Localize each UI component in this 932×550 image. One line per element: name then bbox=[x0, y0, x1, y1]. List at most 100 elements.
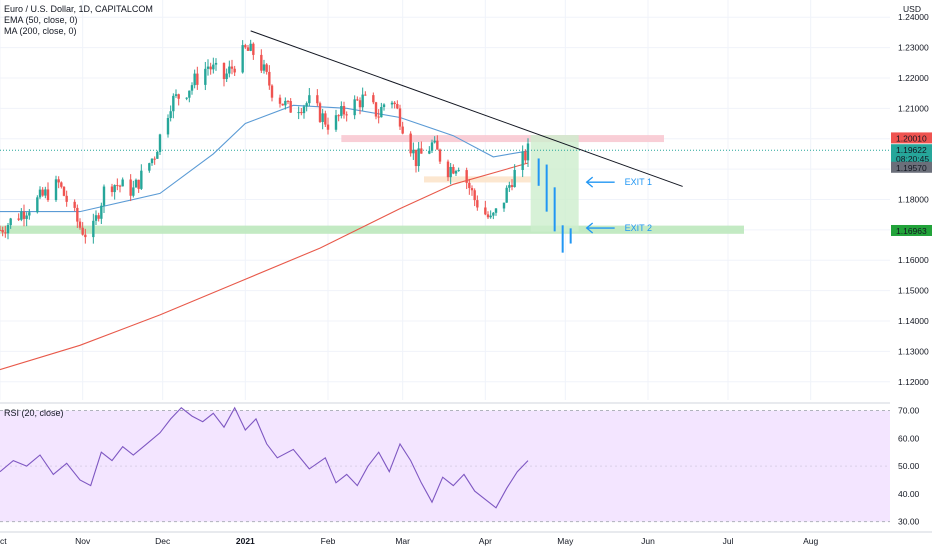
candle-body bbox=[1, 230, 4, 233]
candle-body bbox=[121, 179, 124, 187]
rsi-chart: 70.00 60.00 50.00 40.00 30.00 bbox=[0, 406, 920, 527]
rsi-line bbox=[0, 406, 529, 509]
y-tick: 1.23000 bbox=[898, 43, 929, 53]
x-tick: Mar bbox=[395, 536, 410, 546]
candle-body bbox=[486, 214, 490, 218]
candle-body bbox=[281, 103, 284, 106]
candle-body bbox=[470, 188, 474, 191]
candle-body bbox=[246, 47, 250, 51]
candle-body bbox=[209, 66, 212, 70]
exit-arrowhead bbox=[585, 222, 594, 234]
candle-body bbox=[252, 43, 255, 55]
candle-body bbox=[46, 189, 50, 201]
candle-body bbox=[225, 73, 228, 80]
rsi-pane[interactable]: 70.00 60.00 50.00 40.00 30.00 RSI (20, close… bbox=[0, 402, 920, 527]
candle-body bbox=[417, 148, 420, 167]
zone-entry bbox=[424, 176, 531, 183]
candle-body bbox=[102, 186, 106, 206]
rsi-y-tick: 70.00 bbox=[898, 406, 920, 416]
candle-body bbox=[204, 68, 207, 85]
candle-body bbox=[4, 232, 7, 234]
candle-body bbox=[28, 212, 31, 216]
y-tick: 1.18000 bbox=[898, 194, 929, 204]
exit-label: EXIT 2 bbox=[625, 223, 652, 233]
candle-body bbox=[428, 150, 431, 154]
candle-body bbox=[116, 185, 119, 187]
candle-body bbox=[38, 189, 42, 198]
candle-body bbox=[36, 197, 39, 213]
candle-body bbox=[110, 186, 114, 193]
x-tick: Jul bbox=[723, 536, 734, 546]
candle-body bbox=[233, 68, 236, 73]
exit-arrowhead bbox=[585, 176, 594, 188]
candle-body bbox=[356, 99, 359, 101]
candle-body bbox=[337, 115, 340, 117]
candle-body bbox=[334, 115, 338, 130]
y-tick: 1.21000 bbox=[898, 103, 929, 113]
x-tick: Apr bbox=[479, 536, 492, 546]
candle-body bbox=[41, 189, 44, 196]
candle-body bbox=[65, 195, 68, 202]
price-tag-text: 1.19570 bbox=[896, 163, 927, 173]
candle-body bbox=[270, 85, 274, 98]
y-tick: 1.15000 bbox=[898, 286, 929, 296]
chart-title: Euro / U.S. Dollar, 1D, CAPITALCOM bbox=[4, 4, 153, 14]
x-tick: Dec bbox=[155, 536, 171, 546]
trendline[interactable] bbox=[250, 30, 683, 187]
candle-body bbox=[249, 43, 252, 51]
candle-body bbox=[377, 116, 380, 118]
x-tick-labels: Oct Nov Dec 2021 Feb Mar Apr May Jun Jul Aug bbox=[0, 536, 819, 546]
candle-body bbox=[118, 185, 122, 187]
candle-body bbox=[84, 234, 87, 238]
candle-body bbox=[484, 207, 487, 215]
rsi-label: RSI (20, close) bbox=[4, 408, 64, 418]
candle-body bbox=[244, 45, 247, 48]
price-tag-bg bbox=[891, 144, 932, 165]
y-tick: 1.22000 bbox=[898, 73, 929, 83]
candle-body bbox=[150, 158, 154, 164]
price-axis[interactable]: 1.240001.230001.220001.210001.200001.190… bbox=[890, 0, 932, 400]
candle-body bbox=[156, 151, 159, 159]
trendline-path bbox=[250, 30, 683, 187]
candle-body bbox=[393, 102, 396, 105]
x-tick: Nov bbox=[75, 536, 91, 546]
price-tag-countdown: 08:20:45 bbox=[896, 154, 929, 164]
candle-body bbox=[222, 62, 226, 80]
candle-body bbox=[340, 105, 343, 116]
price-tag-text: 1.20010 bbox=[896, 133, 927, 143]
ma-200-path bbox=[0, 162, 529, 371]
rsi-y-tick: 30.00 bbox=[898, 517, 920, 527]
candle-body bbox=[206, 66, 210, 69]
candle-body bbox=[316, 95, 319, 104]
candle-body bbox=[521, 151, 524, 170]
candle-body bbox=[289, 101, 292, 113]
y-tick: 1.16000 bbox=[898, 255, 929, 265]
candle-body bbox=[457, 170, 460, 172]
price-tag-text: 1.19622 bbox=[896, 145, 927, 155]
candle-body bbox=[318, 103, 322, 122]
candle-body bbox=[260, 54, 263, 71]
price-tag-bg bbox=[891, 132, 932, 144]
candle-body bbox=[6, 225, 10, 234]
time-axis[interactable]: Oct Nov Dec 2021 Feb Mar Apr May Jun Jul Aug bbox=[0, 531, 932, 546]
price-pane[interactable]: EXIT 1 EXIT 2 bbox=[0, 0, 890, 400]
candle-body bbox=[169, 111, 172, 118]
candles bbox=[0, 39, 530, 244]
rsi-y-tick: 50.00 bbox=[898, 461, 920, 471]
candle-body bbox=[382, 104, 386, 108]
candle-body bbox=[22, 211, 26, 219]
candle-body bbox=[524, 151, 527, 161]
candle-body bbox=[0, 229, 2, 231]
zone-resistance bbox=[341, 135, 664, 143]
candle-body bbox=[324, 113, 327, 125]
candle-body bbox=[476, 200, 479, 208]
candle-body bbox=[508, 185, 511, 188]
candle-body bbox=[342, 105, 346, 115]
exit-label: EXIT 1 bbox=[625, 177, 652, 187]
candle-body bbox=[345, 114, 348, 116]
ema-50-path bbox=[0, 104, 529, 213]
candle-body bbox=[73, 201, 76, 208]
candle-body bbox=[297, 112, 300, 114]
candle-body bbox=[172, 95, 175, 112]
